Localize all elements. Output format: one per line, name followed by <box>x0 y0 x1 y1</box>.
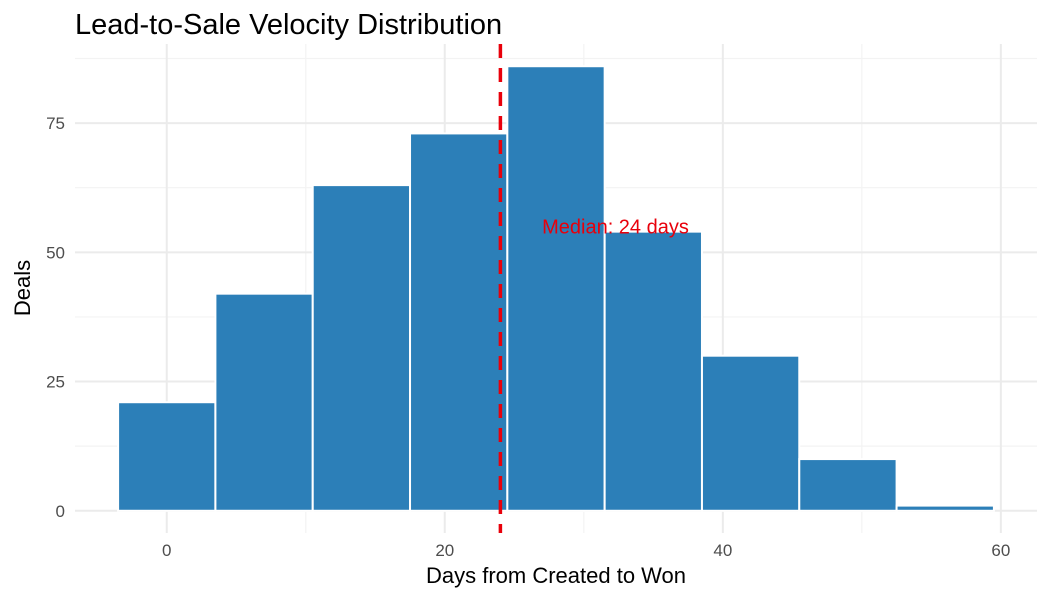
histogram-bar-8 <box>798 458 898 512</box>
y-tick-label: 25 <box>46 373 65 392</box>
median-label: Median: 24 days <box>542 216 689 238</box>
histogram-bars <box>117 65 995 512</box>
histogram-bar-7 <box>700 354 801 512</box>
y-axis-ticks: 0 25 50 75 <box>46 114 65 521</box>
histogram-bar-2 <box>214 292 314 512</box>
histogram-bar-3 <box>311 184 412 512</box>
histogram-bar-4 <box>409 132 509 512</box>
y-tick-label: 75 <box>46 114 65 133</box>
histogram-bar-1 <box>117 401 217 512</box>
y-tick-label: 50 <box>46 243 65 262</box>
x-tick-label: 60 <box>991 541 1010 560</box>
y-axis-title: Deals <box>10 260 35 316</box>
y-tick-label: 0 <box>56 502 65 521</box>
x-tick-label: 0 <box>162 541 171 560</box>
chart-title: Lead-to-Sale Velocity Distribution <box>75 9 502 41</box>
median-marker: Median: 24 days <box>498 44 689 533</box>
x-tick-label: 20 <box>435 541 454 560</box>
histogram-bar-9 <box>895 504 995 512</box>
x-tick-label: 40 <box>713 541 732 560</box>
histogram-bar-6 <box>603 230 703 512</box>
histogram-bar-5 <box>506 65 606 512</box>
x-axis-title: Days from Created to Won <box>426 563 686 588</box>
x-axis-ticks: 0 20 40 60 <box>162 541 1010 560</box>
